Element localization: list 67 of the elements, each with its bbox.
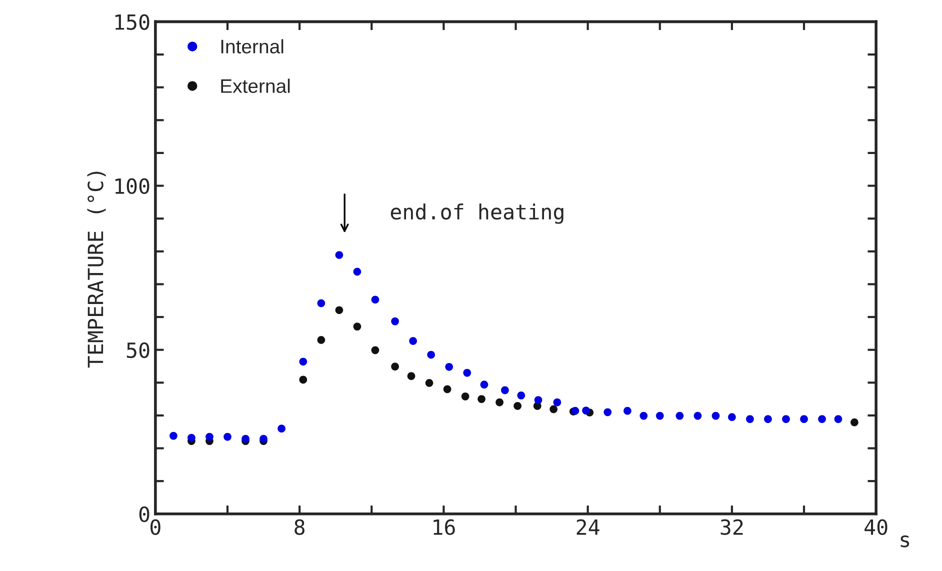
point (624, 406, 632, 415)
point (834, 415, 842, 423)
point (850, 418, 858, 426)
point (353, 268, 362, 276)
x-tick-label: 32 (720, 519, 743, 535)
x-tick-label: 0 (150, 519, 160, 535)
point (391, 362, 399, 370)
point (712, 412, 720, 420)
point (278, 424, 286, 433)
point (517, 392, 526, 400)
point (550, 405, 558, 414)
point (425, 379, 434, 387)
annotation: end.of heating (390, 204, 564, 224)
point (534, 396, 542, 404)
point (242, 434, 250, 443)
point (800, 415, 808, 423)
point (582, 406, 590, 414)
point (496, 398, 504, 406)
point (480, 380, 488, 389)
legend-label: External (221, 78, 290, 93)
point (764, 415, 772, 423)
point (478, 395, 486, 403)
point (317, 336, 326, 344)
point (656, 412, 664, 420)
point (694, 412, 702, 420)
point (317, 299, 326, 308)
point (335, 251, 344, 259)
point (461, 392, 470, 400)
point (553, 398, 562, 406)
point (409, 337, 417, 345)
point (371, 346, 380, 354)
point (371, 296, 380, 304)
x-tick-label: 8 (294, 519, 304, 535)
point (260, 434, 268, 443)
x-tick-label: 24 (576, 519, 600, 535)
point (445, 362, 454, 371)
point (224, 432, 232, 441)
legend-label: Internal (221, 39, 284, 54)
y-tick-label: 50 (126, 342, 150, 358)
point (391, 317, 399, 326)
y-axis-title: TEMPERATURE (°C) (87, 172, 106, 368)
point (170, 432, 178, 440)
point (746, 415, 754, 423)
point (299, 358, 308, 366)
x-axis-title: s (900, 535, 910, 548)
point (335, 306, 344, 314)
point (443, 385, 452, 394)
x-tick-label: 16 (434, 519, 455, 535)
point (407, 372, 416, 380)
point (463, 368, 472, 377)
point (353, 322, 362, 330)
y-tick-label: 0 (139, 506, 150, 522)
point (206, 432, 214, 441)
point (728, 413, 736, 422)
point (818, 415, 826, 423)
y-tick-label: 100 (115, 178, 150, 194)
point (514, 402, 522, 410)
point (782, 415, 790, 423)
point (676, 412, 684, 420)
x-tick-label: 40 (864, 519, 888, 535)
point (604, 408, 612, 416)
point (640, 412, 648, 420)
point (188, 434, 196, 442)
point (501, 386, 509, 394)
point (299, 376, 308, 384)
y-tick-label: 150 (115, 14, 150, 30)
point (427, 350, 435, 359)
